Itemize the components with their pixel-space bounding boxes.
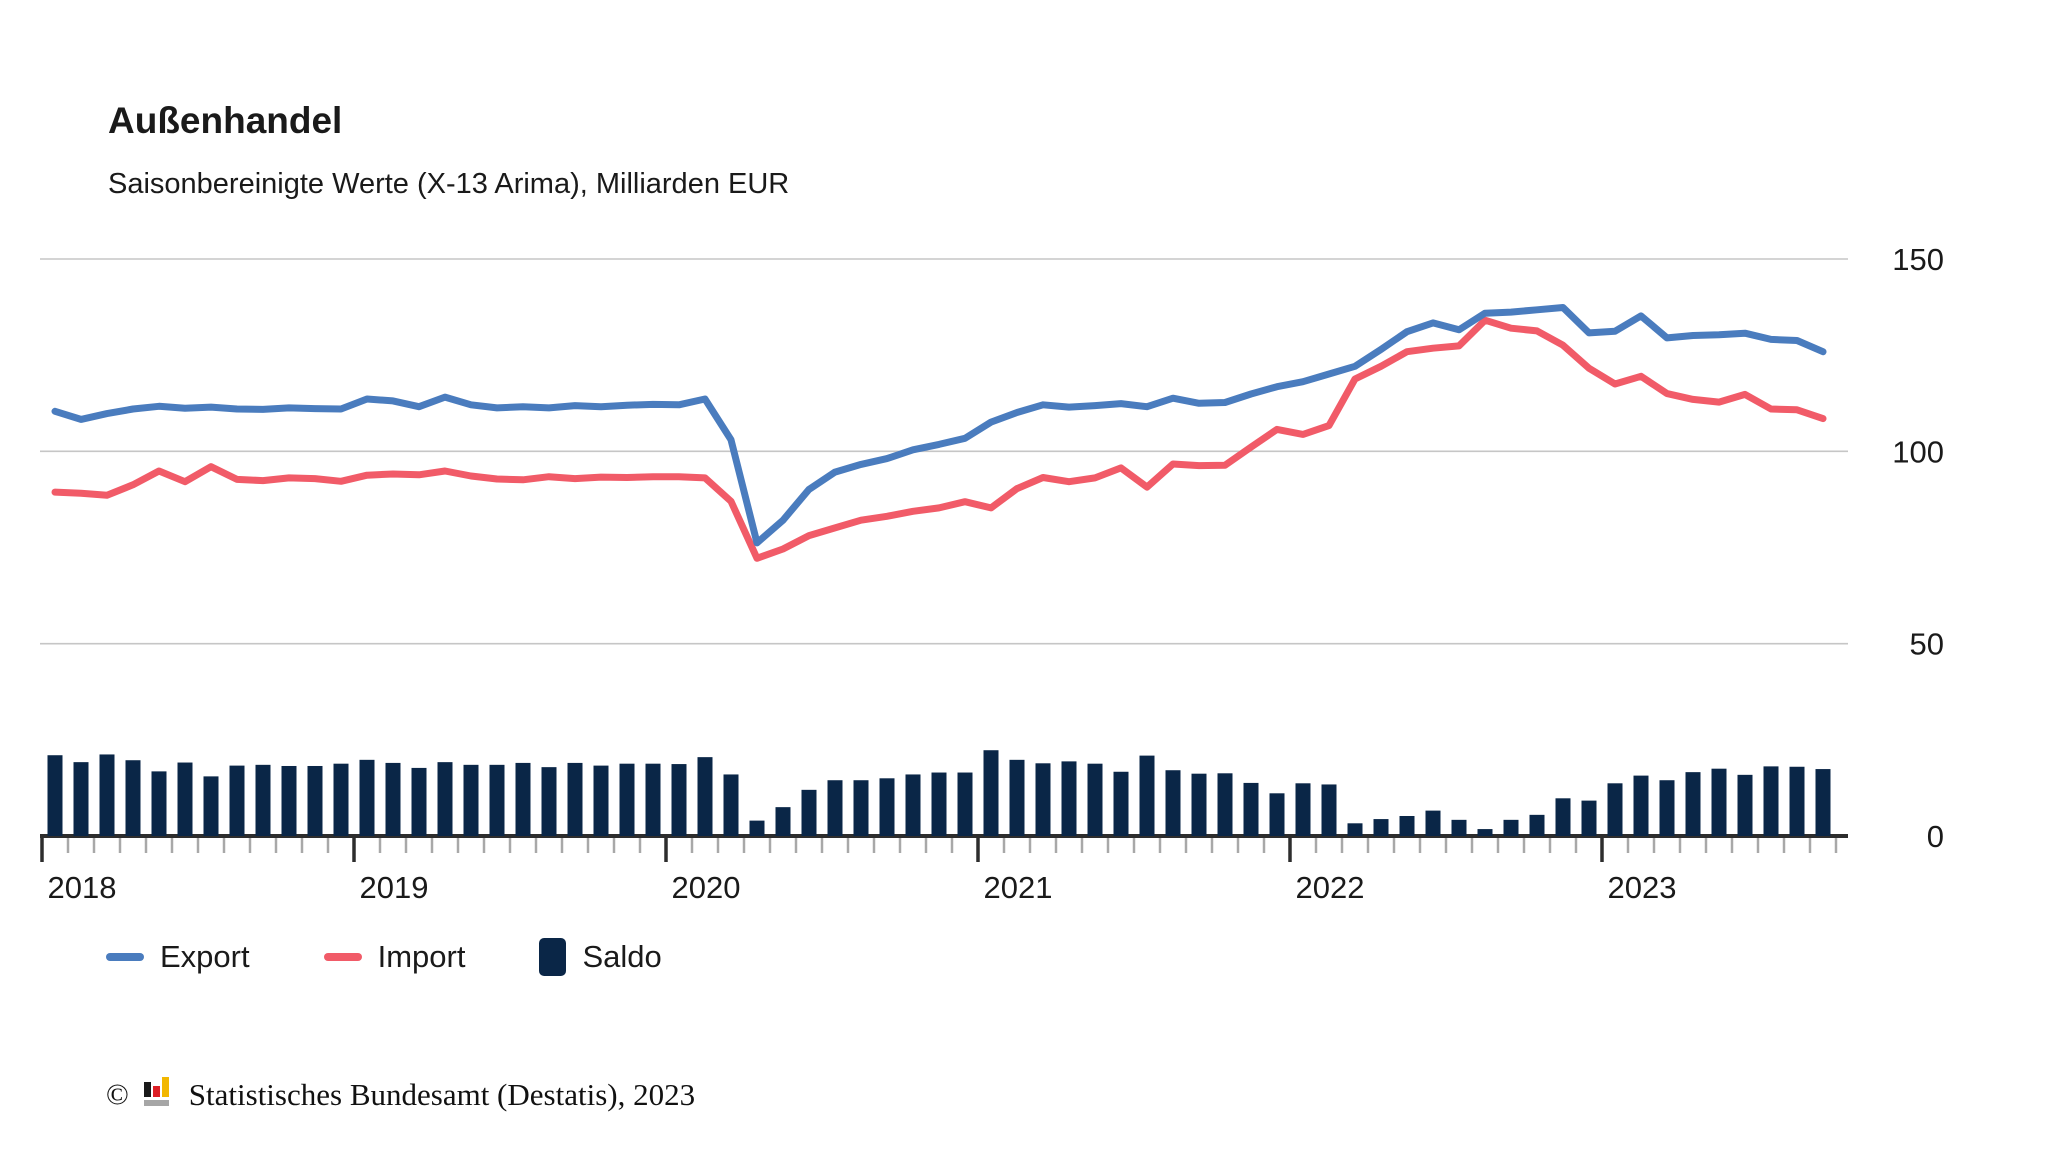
legend-label-export: Export xyxy=(160,939,250,974)
legend-item-saldo: Saldo xyxy=(539,938,662,976)
svg-text:2020: 2020 xyxy=(672,870,741,905)
svg-text:100: 100 xyxy=(1892,434,1944,469)
chart-legend: Export Import Saldo xyxy=(106,938,662,976)
page-title: Außenhandel xyxy=(108,100,343,141)
legend-item-export: Export xyxy=(106,939,250,975)
svg-text:150: 150 xyxy=(1892,242,1944,277)
svg-text:2023: 2023 xyxy=(1608,870,1677,905)
svg-text:2018: 2018 xyxy=(48,870,117,905)
source-text: Statistisches Bundesamt (Destatis), 2023 xyxy=(188,1077,696,1112)
legend-label-saldo: Saldo xyxy=(582,939,662,974)
import-line-swatch-icon xyxy=(323,953,362,961)
legend-label-import: Import xyxy=(377,939,466,974)
source-line: © Statistisches Bundesamt (Destatis), 20… xyxy=(106,1072,695,1118)
copyright-symbol: © xyxy=(106,1078,129,1111)
export-line-swatch-icon xyxy=(106,953,144,961)
svg-text:2019: 2019 xyxy=(360,870,429,905)
legend-item-import: Import xyxy=(323,939,466,975)
svg-text:50: 50 xyxy=(1910,627,1944,662)
svg-text:2021: 2021 xyxy=(984,870,1053,905)
destatis-logo-icon xyxy=(141,1072,177,1118)
page-subtitle: Saisonbereinigte Werte (X-13 Arima), Mil… xyxy=(108,168,790,200)
svg-text:0: 0 xyxy=(1927,819,1944,854)
saldo-bar-swatch-icon xyxy=(539,938,567,976)
svg-text:2022: 2022 xyxy=(1296,870,1365,905)
